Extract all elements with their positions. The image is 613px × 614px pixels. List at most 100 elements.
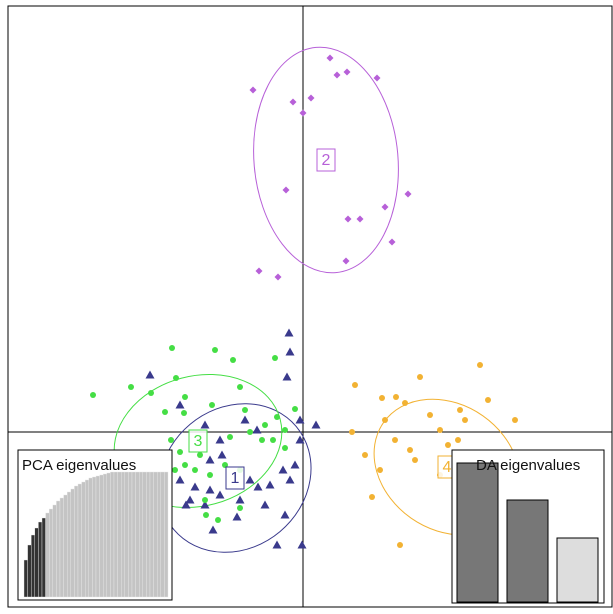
eigen-bar: [146, 471, 151, 598]
eigen-bar: [128, 471, 133, 598]
eigen-bar: [31, 534, 36, 598]
eigen-bar: [506, 499, 549, 603]
point: [362, 452, 368, 458]
point: [207, 472, 213, 478]
point: [369, 494, 375, 500]
eigen-bar: [113, 471, 118, 598]
group-label: 4: [443, 459, 452, 476]
point: [200, 420, 210, 429]
inset-title: PCA eigenvalues: [22, 457, 136, 474]
point: [295, 435, 305, 444]
eigen-bar: [63, 494, 68, 598]
eigen-bar: [81, 481, 86, 598]
point: [274, 414, 280, 420]
point: [343, 68, 351, 76]
eigen-bar: [106, 472, 111, 598]
point: [215, 517, 221, 523]
point: [282, 427, 288, 433]
origin-axes: [8, 6, 612, 607]
group-label: 3: [194, 433, 203, 450]
eigen-bar: [45, 512, 50, 598]
point: [168, 437, 174, 443]
point: [344, 215, 352, 223]
point: [297, 540, 307, 549]
eigen-bar: [88, 477, 93, 598]
point: [175, 400, 185, 409]
point: [185, 495, 195, 504]
point: [349, 429, 355, 435]
da-inset: DA eigenvalues: [451, 449, 605, 604]
label-box: [316, 148, 336, 172]
point: [145, 370, 155, 379]
point: [245, 475, 255, 484]
point: [289, 98, 297, 106]
group-label: 1: [231, 470, 240, 487]
point: [227, 434, 233, 440]
point: [237, 505, 243, 511]
point: [462, 417, 468, 423]
point: [397, 542, 403, 548]
eigen-bar: [92, 476, 97, 598]
point: [485, 397, 491, 403]
eigen-bar: [84, 479, 89, 598]
point: [377, 467, 383, 473]
point: [457, 407, 463, 413]
point: [232, 512, 242, 521]
point: [280, 510, 290, 519]
point: [392, 437, 398, 443]
point: [252, 425, 262, 434]
label-box: [225, 466, 245, 490]
eigen-bar: [27, 544, 32, 598]
point: [379, 395, 385, 401]
point: [307, 94, 315, 102]
point: [202, 497, 208, 503]
point: [215, 490, 225, 499]
point: [333, 71, 341, 79]
point: [445, 442, 451, 448]
point: [393, 394, 399, 400]
pca-inset: PCA eigenvalues: [17, 449, 173, 601]
eigen-bar: [41, 517, 46, 598]
point: [255, 267, 263, 275]
eigen-bar: [135, 471, 140, 598]
point: [285, 347, 295, 356]
point: [417, 374, 423, 380]
point: [381, 203, 389, 211]
group-ellipse: [253, 46, 399, 274]
point: [242, 407, 248, 413]
eigen-bar: [124, 471, 129, 598]
point: [427, 412, 433, 418]
point: [192, 467, 198, 473]
point: [260, 500, 270, 509]
point: [247, 429, 253, 435]
point: [215, 435, 225, 444]
eigen-bar: [142, 471, 147, 598]
group-label: 2: [322, 152, 331, 169]
point: [182, 462, 188, 468]
point: [200, 500, 210, 509]
point: [270, 437, 276, 443]
point: [388, 238, 396, 246]
point: [237, 384, 243, 390]
eigen-bar: [66, 491, 71, 598]
point: [373, 74, 381, 82]
point: [437, 427, 443, 433]
point: [128, 384, 134, 390]
eigen-bar: [556, 537, 599, 603]
point: [290, 460, 300, 469]
eigen-bar: [156, 471, 161, 598]
point: [311, 420, 321, 429]
point: [209, 402, 215, 408]
point: [278, 465, 288, 474]
eigen-bar: [59, 497, 64, 598]
eigen-bar: [34, 527, 39, 598]
point: [382, 417, 388, 423]
eigen-bar: [95, 475, 100, 598]
eigen-bar: [49, 508, 54, 598]
point: [175, 475, 185, 484]
point: [169, 345, 175, 351]
eigen-bar: [131, 471, 136, 598]
point: [197, 452, 203, 458]
point: [272, 540, 282, 549]
